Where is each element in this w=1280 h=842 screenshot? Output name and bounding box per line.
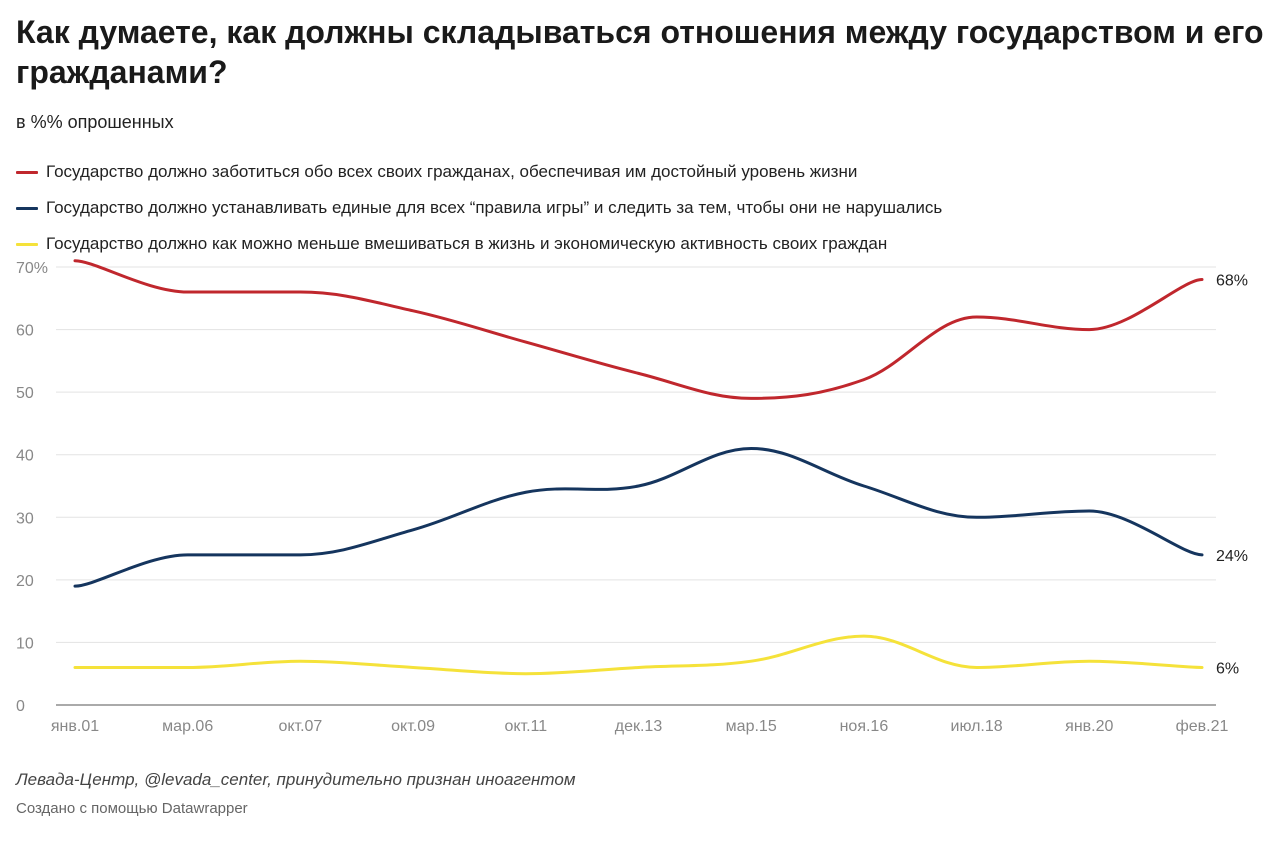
y-tick-label: 30	[16, 510, 34, 527]
y-tick-label: 60	[16, 323, 34, 340]
y-tick-label: 70%	[16, 260, 48, 277]
legend-label: Государство должно как можно меньше вмеш…	[46, 234, 888, 253]
end-value-label: 24%	[1216, 548, 1248, 565]
chart-title: Как думаете, как должны складываться отн…	[16, 14, 1264, 90]
series-line	[73, 634, 1204, 676]
end-value-label: 6%	[1216, 660, 1239, 677]
legend-swatch	[16, 170, 38, 174]
y-tick-label: 50	[16, 385, 34, 402]
legend-item: Государство должно устанавливать единые …	[16, 190, 942, 226]
x-tick-label: окт.11	[504, 718, 547, 735]
x-tick-label: фев.21	[1176, 718, 1229, 735]
legend-label: Государство должно устанавливать единые …	[46, 198, 943, 217]
chart-subtitle: в %% опрошенных	[16, 112, 174, 132]
y-tick-label: 40	[16, 448, 34, 465]
legend-item: Государство должно как можно меньше вмеш…	[16, 226, 942, 262]
series-line	[73, 446, 1204, 588]
x-tick-label: июл.18	[951, 718, 1003, 735]
x-tick-label: мар.15	[726, 718, 777, 735]
y-tick-label: 0	[16, 698, 25, 715]
line-chart: 0 10 20 30 40 50 60 70% янв.01 мар.06 окт.07 окт.09…	[16, 259, 1248, 735]
x-tick-label: янв.20	[1065, 718, 1113, 735]
x-tick-label: мар.06	[162, 718, 213, 735]
legend-item: Государство должно заботиться обо всех с…	[16, 154, 942, 190]
x-tick-label: окт.09	[391, 718, 435, 735]
y-tick-label: 10	[16, 635, 34, 652]
legend-swatch	[16, 242, 38, 246]
x-tick-label: ноя.16	[840, 718, 889, 735]
series-line	[73, 259, 1204, 400]
legend: Государство должно заботиться обо всех с…	[16, 154, 942, 262]
legend-swatch	[16, 206, 38, 210]
legend-label: Государство должно заботиться обо всех с…	[46, 162, 858, 181]
end-value-label: 68%	[1216, 273, 1248, 290]
credit-note: Создано с помощью Datawrapper	[16, 800, 248, 817]
x-tick-label: янв.01	[51, 718, 99, 735]
x-tick-label: окт.07	[278, 718, 322, 735]
source-note: Левада-Центр, @levada_center, принудител…	[16, 770, 576, 789]
y-tick-label: 20	[16, 573, 34, 590]
x-tick-label: дек.13	[615, 718, 663, 735]
